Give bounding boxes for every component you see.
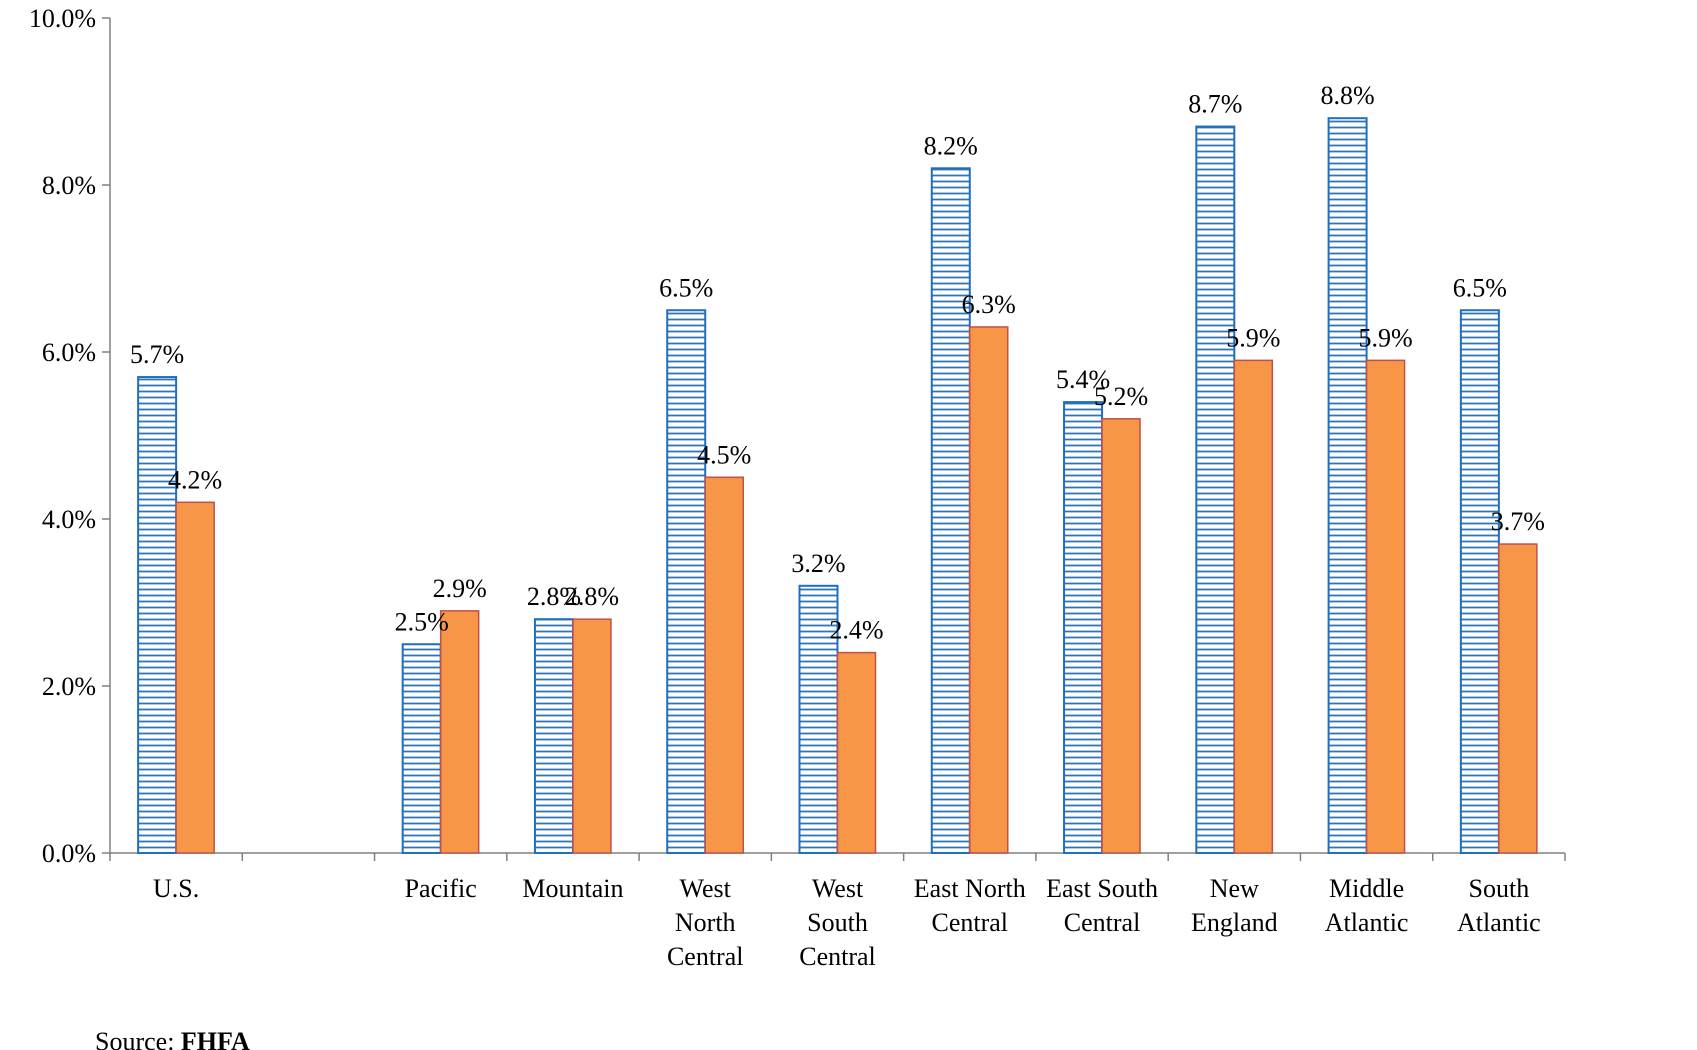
category-label: North bbox=[675, 908, 736, 937]
y-tick-label: 10.0% bbox=[29, 4, 96, 33]
y-tick-label: 2.0% bbox=[42, 672, 96, 701]
category-label: East North bbox=[914, 874, 1026, 903]
bar-series-1 bbox=[137, 376, 178, 854]
bar-series-2 bbox=[1101, 418, 1141, 854]
data-label: 8.7% bbox=[1188, 90, 1242, 119]
bar-series-2 bbox=[175, 501, 215, 854]
category-label: West bbox=[680, 874, 732, 903]
category-label: Mountain bbox=[522, 874, 623, 903]
bar-series-2 bbox=[1498, 543, 1538, 854]
bar-series-2 bbox=[836, 651, 877, 854]
data-label: 2.4% bbox=[829, 616, 883, 645]
source-note: Source: FHFA bbox=[95, 1027, 250, 1050]
bar-series-1 bbox=[1195, 125, 1236, 855]
y-tick-label: 6.0% bbox=[42, 338, 96, 367]
bar-series-1 bbox=[1063, 401, 1104, 854]
data-label: 5.9% bbox=[1359, 323, 1413, 352]
data-label: 6.3% bbox=[962, 290, 1016, 319]
category-label: South bbox=[1469, 874, 1530, 903]
data-label: 2.8% bbox=[565, 582, 619, 611]
category-label: Pacific bbox=[405, 874, 477, 903]
source-name: FHFA bbox=[181, 1027, 250, 1050]
data-labels: 5.7% 4.2% 2.5% 2.9% 2.8%2.8% 6.5% 4.5% 3.2% 2.4%… bbox=[130, 81, 1545, 644]
category-label: Central bbox=[1064, 908, 1141, 937]
category-label: Atlantic bbox=[1457, 908, 1541, 937]
y-tick-label: 4.0% bbox=[42, 505, 96, 534]
bar-series-1 bbox=[1327, 117, 1368, 854]
x-axis bbox=[109, 852, 1566, 861]
source-prefix: Source: bbox=[95, 1027, 174, 1050]
bar-series-1 bbox=[798, 584, 839, 854]
category-label: West bbox=[812, 874, 864, 903]
data-label: 4.5% bbox=[697, 440, 751, 469]
category-label: East South bbox=[1046, 874, 1158, 903]
bar-series-2 bbox=[704, 476, 744, 854]
y-tick-label: 8.0% bbox=[42, 171, 96, 200]
bar-series-2 bbox=[1365, 359, 1406, 854]
data-label: 6.5% bbox=[1453, 273, 1507, 302]
data-label: 5.2% bbox=[1094, 382, 1148, 411]
data-label: 8.8% bbox=[1321, 81, 1375, 110]
category-label: Atlantic bbox=[1325, 908, 1409, 937]
category-label: Central bbox=[667, 942, 744, 971]
y-axis: 0.0% 2.0% 4.0% 6.0% 8.0% 10.0% bbox=[29, 4, 111, 868]
data-label: 4.2% bbox=[168, 465, 222, 494]
category-label: England bbox=[1191, 908, 1278, 937]
bar-series-2 bbox=[572, 618, 612, 854]
y-tick-label: 0.0% bbox=[42, 839, 96, 868]
category-label: Middle bbox=[1329, 874, 1404, 903]
data-label: 8.2% bbox=[924, 131, 978, 160]
bar-series-1 bbox=[401, 643, 442, 854]
bar-series-1 bbox=[1459, 309, 1500, 854]
data-label: 3.7% bbox=[1491, 507, 1545, 536]
category-label: New bbox=[1210, 874, 1259, 903]
data-label: 2.8% bbox=[527, 582, 581, 611]
category-label: South bbox=[807, 908, 868, 937]
category-label: U.S. bbox=[153, 874, 199, 903]
data-label: 2.9% bbox=[433, 574, 487, 603]
data-label: 5.7% bbox=[130, 340, 184, 369]
data-label: 6.5% bbox=[659, 273, 713, 302]
bar-series-2 bbox=[1233, 359, 1274, 854]
category-labels: U.S. Pacific Mountain West North Central West S… bbox=[153, 874, 1541, 971]
bar-series-1 bbox=[666, 309, 707, 854]
bars bbox=[137, 117, 1538, 855]
data-label: 3.2% bbox=[791, 549, 845, 578]
category-label: Central bbox=[932, 908, 1009, 937]
data-label: 5.4% bbox=[1056, 365, 1110, 394]
category-label: Central bbox=[799, 942, 876, 971]
data-label: 5.9% bbox=[1226, 323, 1280, 352]
bar-series-1 bbox=[930, 167, 971, 855]
bar-series-2 bbox=[969, 326, 1009, 854]
bar-series-1 bbox=[533, 618, 574, 855]
data-label: 2.5% bbox=[395, 607, 449, 636]
bar-series-2 bbox=[439, 610, 480, 854]
